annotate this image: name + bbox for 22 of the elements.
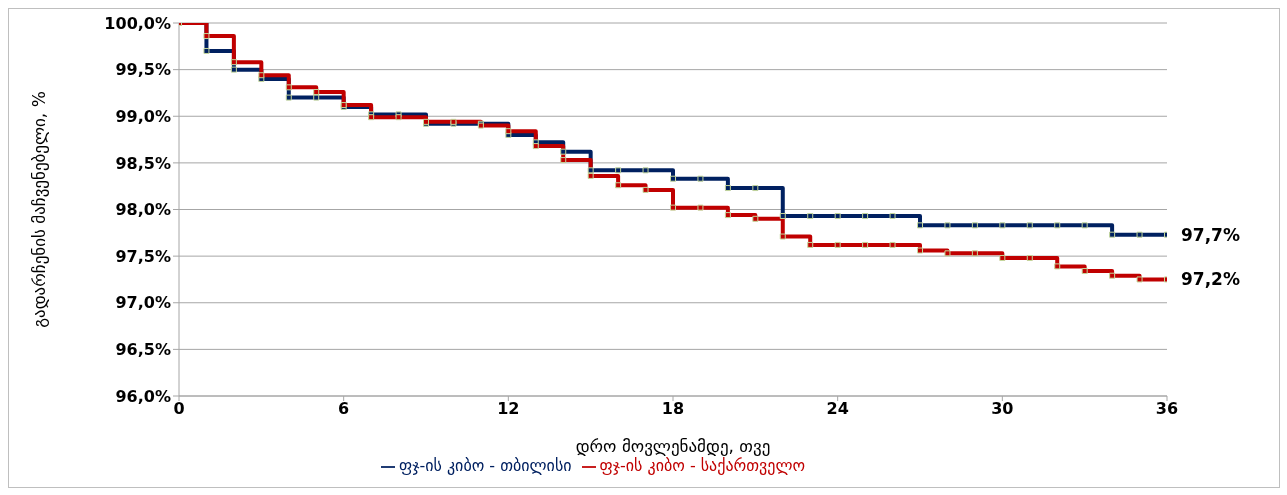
x-tick-label: 30 <box>991 399 1014 419</box>
y-tick-label: 100,0% <box>104 13 171 33</box>
y-tick-label: 96,5% <box>115 340 171 360</box>
y-tick-label: 97,5% <box>115 246 171 266</box>
annotation: 97,2% <box>1181 269 1240 290</box>
y-tick-label: 98,5% <box>115 153 171 173</box>
x-tick-label: 6 <box>338 399 350 419</box>
x-tick-label: 24 <box>826 399 849 419</box>
y-tick-label: 99,5% <box>115 60 171 80</box>
x-tick-label: 0 <box>173 399 185 419</box>
y-tick-label: 96,0% <box>115 386 171 406</box>
annotation: 97,7% <box>1181 224 1240 245</box>
y-axis-title: გადარჩენის მაჩვენებელი, % <box>29 91 50 328</box>
y-tick-label: 97,0% <box>115 293 171 313</box>
y-tick-label: 99,0% <box>115 106 171 126</box>
x-tick-label: 12 <box>497 399 520 419</box>
x-tick-label: 36 <box>1155 399 1179 419</box>
legend-label: ფჯ-ის კიბო - საქართველო <box>599 456 806 475</box>
x-axis-title: დრო მოვლენამდე, თვე <box>575 436 771 456</box>
x-tick-label: 18 <box>661 399 685 419</box>
legend-label: ფჯ-ის კიბო - თბილისი <box>398 456 572 475</box>
y-tick-label: 98,0% <box>115 200 171 220</box>
